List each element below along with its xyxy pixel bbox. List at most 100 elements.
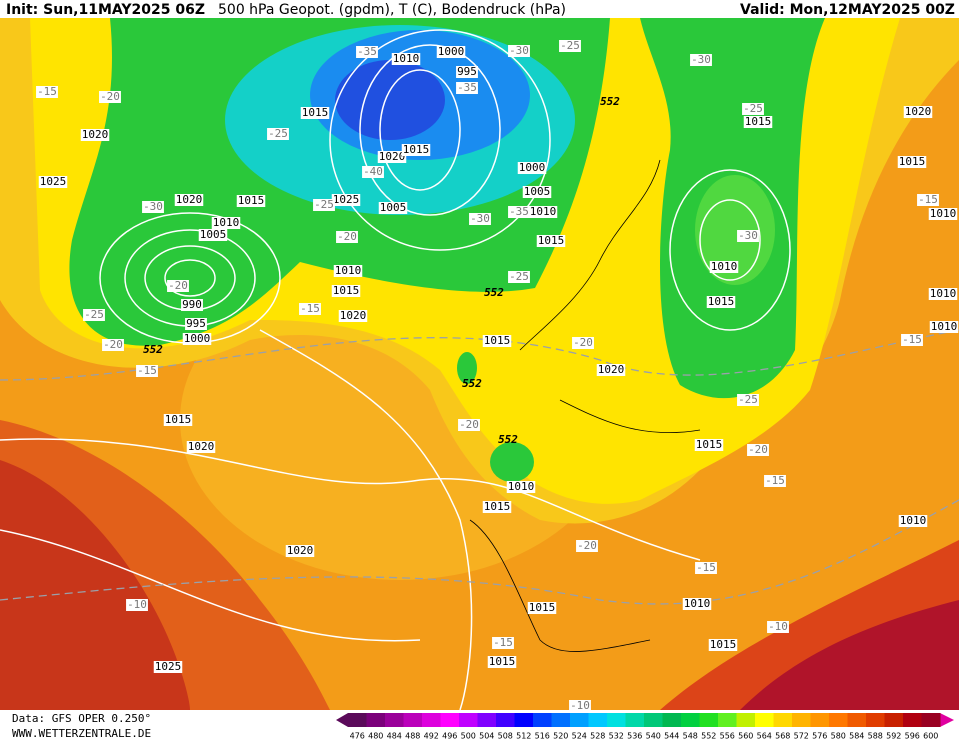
label-box [709,261,739,273]
label-box [737,394,759,406]
isobar-label: 995 [457,65,477,78]
isobar-label: 1015 [333,284,360,297]
label-box [331,194,361,206]
colorbar-cell [440,713,460,727]
label-box [336,231,358,243]
label-box [897,156,927,168]
temperature-label: -30 [470,212,490,225]
colorbar-label: 544 [664,732,679,741]
label-box [743,116,773,128]
colorbar-label: 532 [609,732,624,741]
label-box [901,334,923,346]
label-box [378,202,408,214]
temperature-label: -10 [570,699,590,712]
isobar-label: 1000 [184,332,211,345]
colorbar-label: 568 [775,732,790,741]
colorbar-cell [459,713,478,727]
colorbar-cell [403,713,423,727]
cold-area [457,352,477,384]
colorbar-label: 496 [442,732,457,741]
label-box [153,661,183,673]
colorbar-label: 560 [738,732,753,741]
temperature-label: -35 [357,45,377,58]
init-time: Init: Sun,11MAY2025 06Z [6,2,205,18]
temperature-label: -30 [691,53,711,66]
very-cold-area [335,60,445,140]
label-box [186,441,216,453]
isobar-label: 1015 [708,295,735,308]
colorbar-label: 480 [368,732,383,741]
label-box [401,144,431,156]
isobar-label: 1025 [333,193,360,206]
label-box [136,365,158,377]
colorbar-cell [903,713,922,727]
temperature-label: -20 [100,90,120,103]
colorbar-label: 524 [572,732,587,741]
map-title: 500 hPa Geopot. (gpdm), T (C), Bodendruc… [218,2,566,18]
isobar-label: 1020 [379,150,406,163]
cold-area [490,442,534,482]
colorbar-label: 540 [646,732,661,741]
label-box [299,303,321,315]
temperature-label: -25 [509,270,529,283]
isobar-label: 1015 [745,115,772,128]
cold-area [695,175,775,285]
colorbar-label: 552 [701,732,716,741]
colorbar-cell [681,713,700,727]
map-labels: 1000101099510151020101510251005100010051… [36,39,959,712]
temperature-label: -25 [738,393,758,406]
geopotential-label: 552 [143,343,163,356]
colorbar-cell [514,713,534,727]
label-box [198,229,228,241]
temperature-label: -20 [337,230,357,243]
label-box [528,206,558,218]
geopotential-label: 552 [484,286,504,299]
isobar-label: 1000 [438,45,465,58]
label-box [211,217,241,229]
colorbar-cell [385,713,404,727]
colorbar-arrow [336,713,348,727]
isobar-label: 1020 [176,193,203,206]
isobar-label: 1015 [538,234,565,247]
colorbar-label: 596 [905,732,920,741]
colorbar-cell [755,713,774,727]
colorbar-cell [533,713,552,727]
label-box [313,199,335,211]
colorbar-label: 504 [479,732,494,741]
colorbar-cell [792,713,811,727]
colorbar-arrow [940,713,954,727]
isobar-label: 1020 [598,363,625,376]
temperature-label: -30 [143,200,163,213]
colorbar-cell [662,713,682,727]
colorbar-label: 584 [849,732,864,741]
temperature-label: -20 [748,443,768,456]
isobar-label: 1010 [393,52,420,65]
label-box [487,656,517,668]
map [0,18,959,710]
isobar-label: 1015 [484,500,511,513]
colorbar-cell [422,713,441,727]
label-box [174,194,204,206]
geopotential-label: 552 [498,433,518,446]
colorbar-cell [496,713,515,727]
colorbar-cell [348,713,367,727]
label-box [456,82,478,94]
colorbar-label: 592 [886,732,901,741]
label-box [482,501,512,513]
colorbar-cell [699,713,719,727]
label-box [506,481,536,493]
colorbar-label: 488 [405,732,420,741]
isobar-label: 1010 [508,480,535,493]
isobar-label: 1015 [403,143,430,156]
label-box [559,40,581,52]
temperature-label: -10 [127,598,147,611]
label-box [142,201,164,213]
colorbar-label: 564 [757,732,772,741]
temperature-label: -35 [509,205,529,218]
isobar-label: 1020 [340,309,367,322]
isotherms [0,329,959,605]
label-box [737,230,759,242]
colorbar-cell [607,713,626,727]
temperature-label: -20 [573,336,593,349]
colorbar-label: 580 [831,732,846,741]
